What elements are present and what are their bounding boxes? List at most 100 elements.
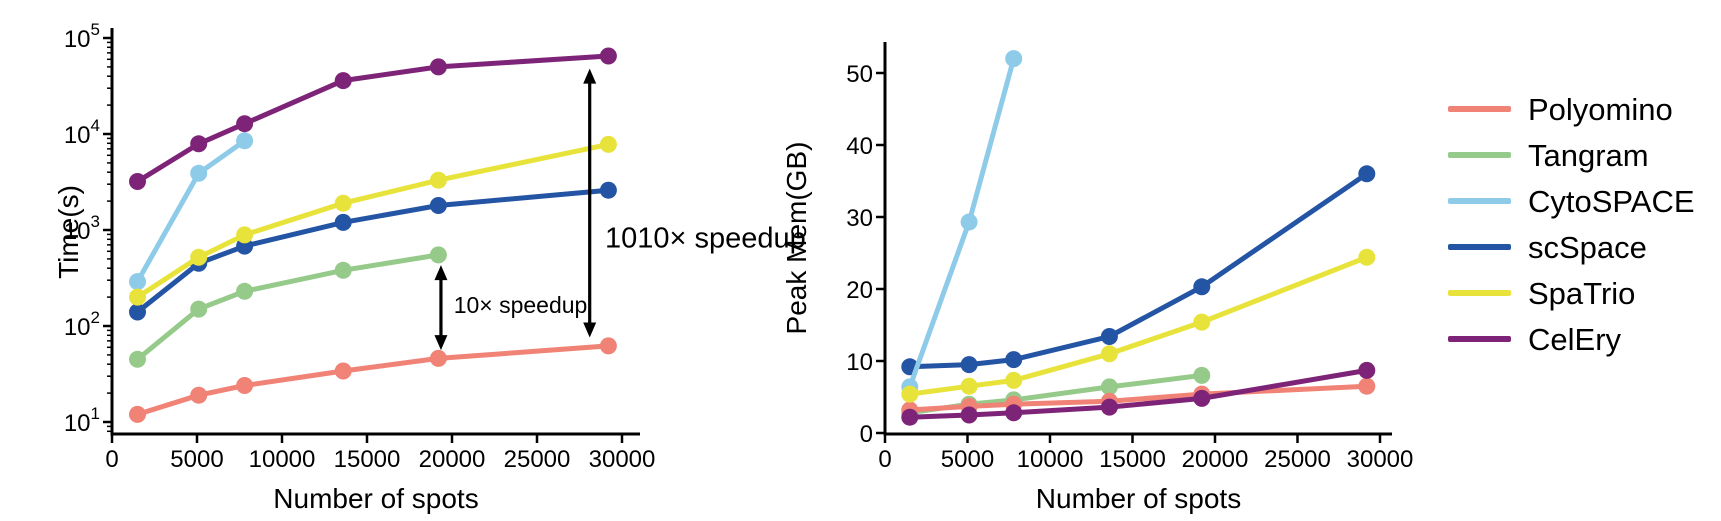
legend-item-polyomino: Polyomino [1448, 86, 1695, 132]
series-line-scspace [135, 187, 611, 315]
x-tick-label: 5000 [170, 446, 223, 473]
data-point-tangram [190, 300, 208, 318]
x-tick-label: 15000 [334, 446, 401, 473]
legend-item-scspace: scSpace [1448, 224, 1695, 270]
x-tick-label: 0 [878, 446, 891, 473]
legend-item-tangram: Tangram [1448, 132, 1695, 178]
y-tick-label: 40 [846, 133, 873, 160]
x-tick-label: 30000 [589, 446, 656, 473]
data-point-scspace [960, 356, 978, 374]
data-point-polyomino [334, 362, 352, 380]
data-point-spatrio [1358, 248, 1376, 266]
data-point-spatrio [1193, 313, 1211, 331]
legend-label-cytospace: CytoSPACE [1528, 183, 1695, 219]
data-point-celery [1358, 361, 1376, 379]
data-point-tangram [334, 261, 352, 279]
y-tick-label: 105 [64, 20, 100, 53]
data-point-tangram [236, 282, 254, 300]
chart-time-group: 0 5000 10000 15000 20000 25000 300001011021031… [53, 20, 806, 514]
data-point-scspace [1358, 165, 1376, 183]
data-point-celery [1193, 389, 1211, 407]
data-point-celery [190, 135, 208, 153]
arrowhead-down [583, 322, 597, 338]
data-point-celery [901, 408, 919, 426]
data-point-scspace [129, 303, 146, 321]
legend-label-scspace: scSpace [1528, 229, 1647, 265]
data-point-celery [429, 58, 447, 76]
data-point-polyomino [429, 349, 447, 367]
x-tick-label: 0 [105, 446, 118, 473]
series-line-polyomino [135, 343, 611, 417]
data-point-scspace [429, 197, 447, 214]
series-line-celery [907, 367, 1370, 420]
annotation-text: 1010× speedup [605, 222, 806, 254]
data-point-scspace [1100, 328, 1118, 345]
data-point-celery [1005, 404, 1023, 422]
data-point-polyomino [1358, 377, 1376, 395]
x-tick-label: 15000 [1099, 446, 1166, 473]
y-tick-label: 50 [846, 61, 873, 88]
legend-label-tangram: Tangram [1528, 137, 1649, 173]
legend-label-spatrio: SpaTrio [1528, 275, 1636, 311]
x-axis-label-time: Number of spots [273, 483, 478, 514]
series-line-celery [135, 53, 611, 184]
legend-item-cytospace: CytoSPACE [1448, 178, 1695, 224]
series-line-spatrio [907, 254, 1370, 397]
y-tick-label: 30 [846, 205, 873, 232]
x-tick-label: 5000 [941, 446, 994, 473]
x-tick-label: 10000 [249, 446, 316, 473]
x-axis-label-mem: Number of spots [1036, 483, 1241, 514]
annotation-text: 10× speedup [454, 292, 588, 318]
data-point-scspace [1193, 278, 1211, 296]
data-point-polyomino [236, 377, 254, 394]
legend-item-celery: CelEry [1448, 316, 1695, 362]
data-point-spatrio [960, 377, 978, 395]
data-point-spatrio [1100, 345, 1118, 363]
data-point-tangram [129, 350, 146, 368]
y-tick-label: 10 [846, 349, 873, 376]
arrowhead-up [434, 265, 448, 281]
data-point-celery [129, 173, 146, 190]
legend-swatch-polyomino [1448, 106, 1511, 112]
legend-label-celery: CelEry [1528, 321, 1622, 357]
legend-item-spatrio: SpaTrio [1448, 270, 1695, 316]
x-tick-label: 25000 [504, 446, 571, 473]
data-point-tangram [1100, 378, 1118, 396]
data-point-cytospace [190, 164, 208, 182]
legend: Polyomino Tangram CytoSPACE scSpace SpaT… [1448, 86, 1695, 362]
legend-label-polyomino: Polyomino [1528, 91, 1673, 127]
data-point-spatrio [901, 385, 919, 403]
series-line-scspace [907, 171, 1370, 370]
x-tick-label: 25000 [1264, 446, 1331, 473]
data-point-spatrio [129, 288, 146, 306]
data-point-cytospace [236, 132, 254, 150]
data-point-celery [236, 115, 254, 133]
y-axis-label-mem: Peak Mem(GB) [781, 142, 812, 335]
data-point-tangram [429, 246, 447, 264]
data-point-celery [1100, 398, 1118, 416]
data-point-spatrio [429, 171, 447, 189]
data-point-spatrio [599, 135, 617, 153]
y-tick-label: 20 [846, 277, 873, 304]
legend-swatch-tangram [1448, 152, 1511, 158]
chart-mem-group: 0 5000 10000 15000 20000 25000 30000 0 10 20 30 40 5… [781, 42, 1413, 514]
data-point-spatrio [236, 226, 254, 244]
x-tick-label: 30000 [1347, 446, 1414, 473]
arrowhead-down [434, 335, 448, 351]
data-point-scspace [599, 181, 617, 199]
data-point-celery [334, 72, 352, 90]
legend-swatch-cytospace [1448, 198, 1511, 204]
x-tick-label: 20000 [1182, 446, 1249, 473]
data-point-scspace [334, 213, 352, 231]
data-point-cytospace [129, 273, 146, 291]
x-tick-label: 10000 [1017, 446, 1084, 473]
data-point-celery [960, 406, 978, 424]
data-point-spatrio [334, 194, 352, 212]
arrowhead-up [583, 68, 597, 84]
data-point-scspace [1005, 351, 1023, 369]
legend-swatch-celery [1448, 336, 1511, 342]
y-tick-label: 0 [860, 421, 873, 448]
